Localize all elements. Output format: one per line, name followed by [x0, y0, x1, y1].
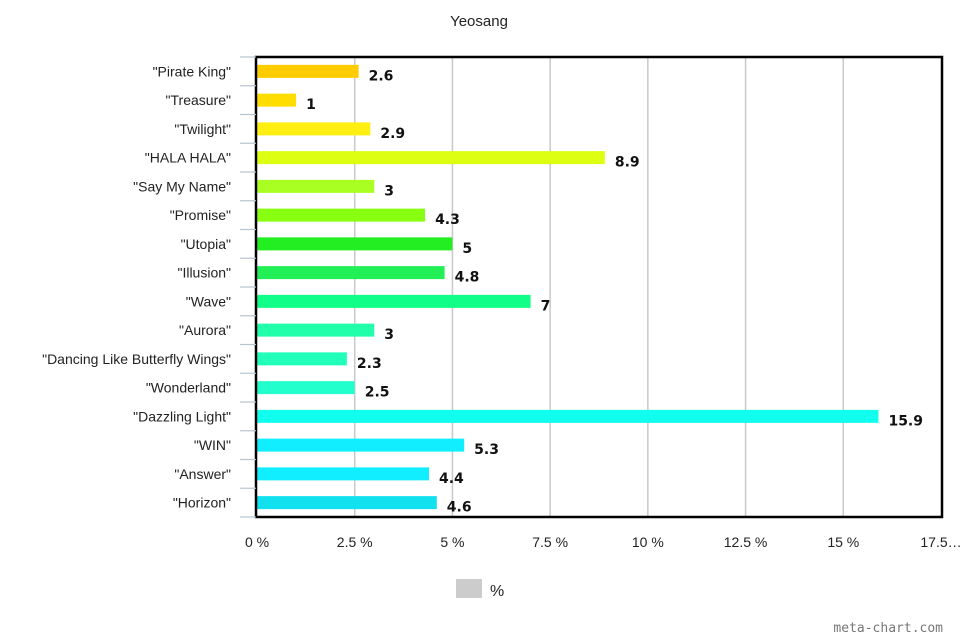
category-label: "Dazzling Light" [133, 408, 231, 424]
bar [257, 381, 355, 395]
data-label: 1 [306, 97, 316, 113]
bar [257, 409, 879, 423]
bar [257, 266, 445, 280]
data-label: 4.6 [447, 500, 472, 516]
legend-label: % [490, 583, 504, 600]
data-label: 5.3 [474, 442, 499, 458]
bars [257, 64, 879, 510]
category-label: "Answer" [174, 466, 231, 482]
bar [257, 208, 426, 222]
category-label: "Treasure" [166, 92, 231, 108]
category-label: "Aurora" [179, 322, 231, 338]
chart-title: Yeosang [450, 13, 508, 30]
x-tick-label: 15 % [827, 534, 859, 550]
category-label: "Promise" [170, 207, 231, 223]
data-label: 8.9 [615, 155, 640, 171]
bar [257, 467, 429, 481]
category-label: "Wave" [186, 293, 231, 309]
bar [257, 151, 605, 165]
category-label: "Dancing Like Butterfly Wings" [42, 351, 231, 367]
bar [257, 323, 375, 337]
bar [257, 64, 359, 78]
data-label: 15.9 [888, 413, 923, 429]
data-label: 2.6 [369, 68, 394, 84]
category-label: "Illusion" [177, 265, 231, 281]
data-label: 2.9 [380, 126, 405, 142]
category-labels: "Pirate King" "Treasure" "Twilight" "HALA H… [42, 63, 231, 510]
legend: % [456, 579, 504, 600]
category-label: "HALA HALA" [145, 150, 231, 166]
x-tick-label: 5 % [440, 534, 464, 550]
bar [257, 496, 437, 510]
data-label: 3 [384, 183, 394, 199]
data-label: 4.8 [455, 270, 480, 286]
watermark: meta-chart.com [833, 621, 943, 636]
legend-swatch [456, 579, 482, 598]
category-label: "Say My Name" [133, 178, 231, 194]
data-label: 3 [384, 327, 394, 343]
category-label: "Twilight" [174, 121, 231, 137]
x-tick-label: 17.5… [920, 534, 960, 550]
bar [257, 93, 297, 107]
data-label: 4.3 [435, 212, 460, 228]
bar [257, 122, 371, 136]
bar [257, 352, 347, 366]
bar [257, 179, 375, 193]
category-label: "Utopia" [181, 236, 231, 252]
data-label: 4.4 [439, 471, 464, 487]
bar [257, 438, 465, 452]
x-tick-label: 0 % [245, 534, 269, 550]
data-label: 7 [541, 298, 551, 314]
x-tick-label: 7.5 % [532, 534, 568, 550]
x-axis-tick-labels: 0 % 2.5 % 5 % 7.5 % 10 % 12.5 % 15 % 17.5… [245, 534, 960, 550]
x-tick-label: 10 % [632, 534, 664, 550]
data-label: 2.3 [357, 356, 382, 372]
category-label: "WIN" [194, 437, 231, 453]
category-label: "Wonderland" [146, 380, 231, 396]
y-axis-tick-marks [240, 56, 256, 518]
bar [257, 237, 453, 251]
data-label: 2.5 [365, 385, 390, 401]
category-label: "Pirate King" [153, 63, 231, 79]
data-label: 5 [462, 241, 472, 257]
x-tick-label: 2.5 % [337, 534, 373, 550]
category-label: "Horizon" [173, 495, 231, 511]
bar [257, 294, 531, 308]
x-tick-label: 12.5 % [724, 534, 768, 550]
